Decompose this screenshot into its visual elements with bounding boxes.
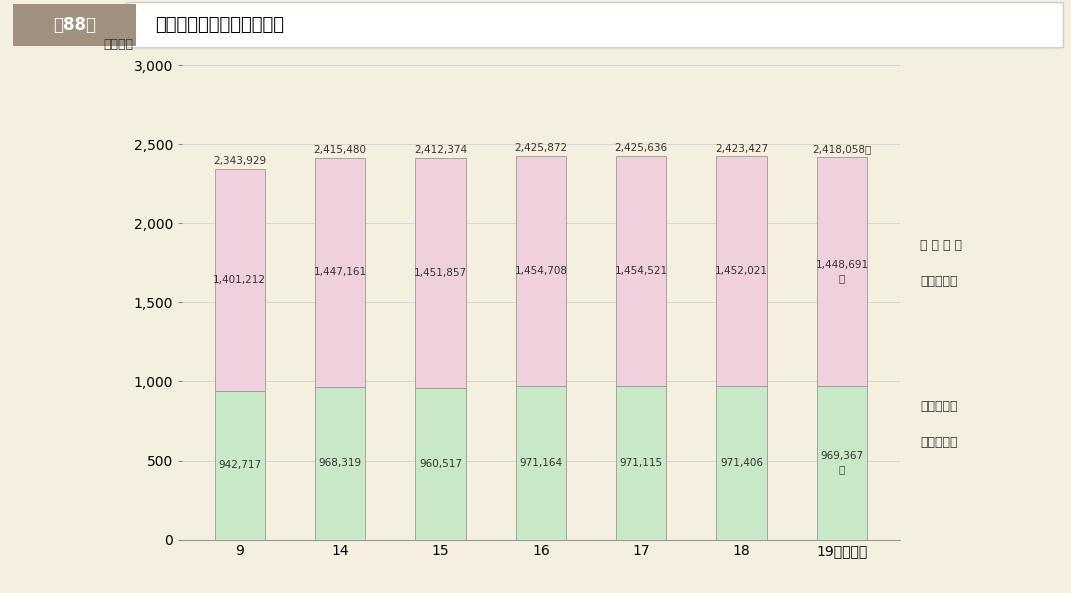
Bar [214,391,265,540]
Text: 2,412,374: 2,412,374 [413,145,467,155]
Text: 1,451,857: 1,451,857 [413,268,467,278]
Text: 公営住宅等: 公営住宅等 [920,436,957,449]
Text: 971,115: 971,115 [620,458,663,468]
Text: 公営住宅等の総戸数の推移: 公営住宅等の総戸数の推移 [155,16,284,34]
Bar [13,4,136,46]
Text: 1,447,161: 1,447,161 [314,267,366,277]
Text: 942,717: 942,717 [218,460,261,470]
Bar [315,387,365,540]
Bar [817,157,868,387]
Text: 1,448,691
戸: 1,448,691 戸 [815,260,869,283]
FancyBboxPatch shape [126,2,1064,48]
Text: 971,164: 971,164 [519,458,562,468]
Text: 2,425,872: 2,425,872 [514,143,568,153]
Bar [516,156,565,386]
Text: 960,517: 960,517 [419,458,462,468]
Text: 1,454,708: 1,454,708 [514,266,568,276]
Text: 969,367
戸: 969,367 戸 [820,451,863,474]
Text: 1,454,521: 1,454,521 [615,266,668,276]
Text: 箌88図: 箌88図 [54,16,96,34]
Bar [616,156,666,386]
Bar [214,169,265,391]
Text: 市 町 村 営: 市 町 村 営 [920,239,962,252]
Bar [315,158,365,387]
Bar [817,387,868,540]
Text: 都道府県営: 都道府県営 [920,400,957,413]
Text: 971,406: 971,406 [720,458,763,468]
Bar [716,157,767,386]
Bar [416,158,466,388]
Bar [616,386,666,540]
Bar [516,386,565,540]
Text: 2,415,480: 2,415,480 [314,145,366,155]
Text: 公営住宅等: 公営住宅等 [920,275,957,288]
Text: 2,425,636: 2,425,636 [615,144,668,153]
Bar [716,386,767,540]
Text: 2,343,929: 2,343,929 [213,156,267,166]
Text: 1,401,212: 1,401,212 [213,275,267,285]
Text: 2,418,058戸: 2,418,058戸 [812,145,872,154]
Text: 2,423,427: 2,423,427 [715,144,768,154]
Bar [416,388,466,540]
Text: 1,452,021: 1,452,021 [715,266,768,276]
Text: （千戸）: （千戸） [103,38,133,51]
Text: 968,319: 968,319 [318,458,362,468]
